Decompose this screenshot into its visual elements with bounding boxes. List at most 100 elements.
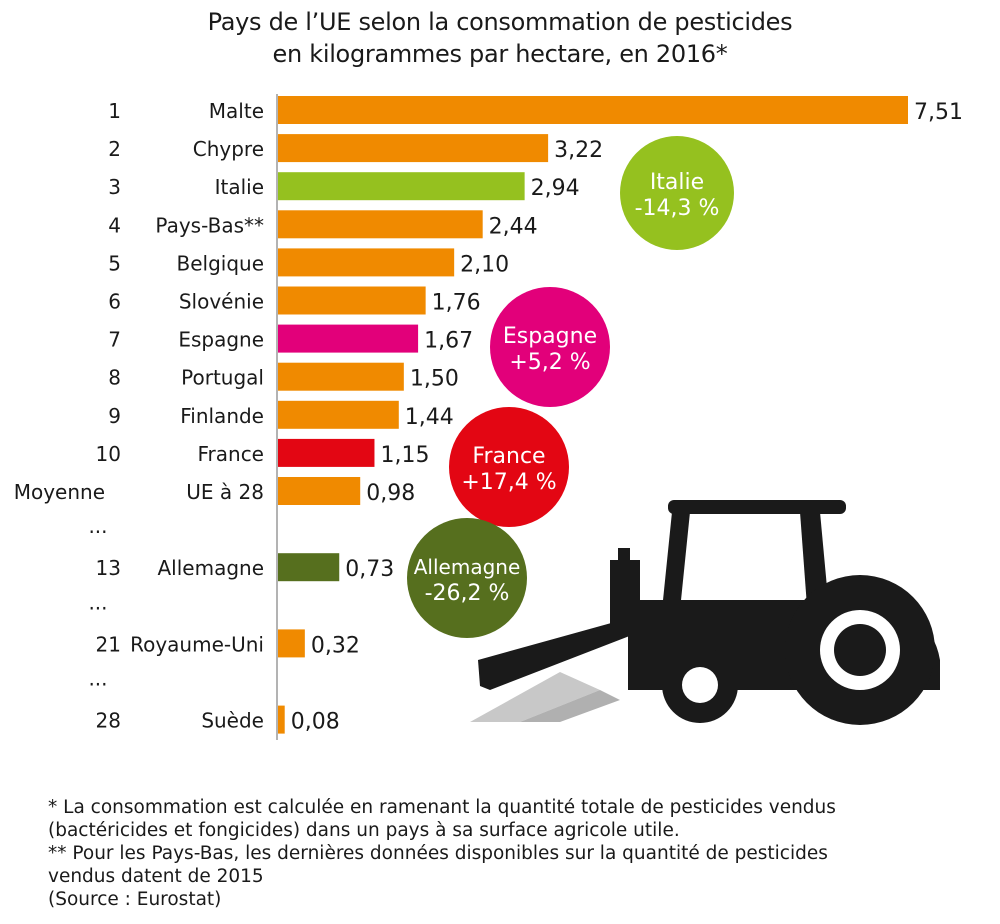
bar-row: 28 Suède 0,08 [96,705,340,735]
rank-label: Moyenne [14,480,105,504]
bar [278,248,455,277]
value-label: 3,22 [554,138,603,163]
bar-row: 1 Malte 7,51 [108,96,963,125]
value-label: 0,08 [291,710,340,735]
bar-row: 5 Belgique 2,10 [108,248,509,277]
rank-label: 4 [108,213,121,237]
value-label: 7,51 [914,100,963,125]
bar-row: 13 Allemagne 0,73 [96,553,394,582]
bar [278,286,426,315]
bar-row: 6 Slovénie 1,76 [108,286,481,316]
bubble-country: Espagne [503,324,597,349]
bar-row: Moyenne UE à 28 0,98 [14,477,415,506]
bar-row: 9 Finlande 1,44 [108,400,454,430]
bar [278,96,908,124]
bar [278,438,375,467]
country-label: Portugal [181,366,264,390]
footnote-4: vendus datent de 2015 [48,866,264,887]
bar-row: 8 Portugal 1,50 [108,362,459,392]
tractor-illustration [470,500,940,725]
bar-row: 3 Italie 2,94 [108,172,580,201]
value-label: 0,32 [311,633,360,658]
value-label: 0,73 [345,557,394,582]
bar [278,172,525,201]
rank-label: 9 [108,404,121,428]
bar-row: 7 Espagne 1,67 [108,324,473,354]
bubble-change: -14,3 % [635,196,720,221]
country-label: Slovénie [179,290,264,314]
footnote-3: ** Pour les Pays-Bas, les dernières donn… [48,843,828,864]
bubble-circle [620,136,734,250]
bar-chart: 1 Malte 7,51 2 Chypre 3,22 3 Italie 2,94 4 Pays-Ba… [14,94,963,740]
bar-row: 21 Royaume-Uni 0,32 [96,629,360,658]
value-label: 1,76 [432,291,481,316]
bar-row: 2 Chypre 3,22 [108,134,603,163]
country-label: Belgique [176,251,264,275]
country-label: Pays-Bas** [155,213,264,237]
rank-label: 6 [108,290,121,314]
country-label: UE à 28 [186,480,264,504]
country-label: Malte [209,99,264,123]
value-label: 1,44 [405,405,454,430]
value-label: 0,98 [366,481,415,506]
ellipsis-label: ... [88,590,107,614]
footnote-1: * La consommation est calculée en ramena… [48,797,836,818]
change-bubble: Espagne+5,2 % [490,287,610,407]
value-label: 1,67 [424,329,473,354]
footnote-2: (bactéricides et fongicides) dans un pay… [48,820,680,841]
footnotes: * La consommation est calculée en ramena… [48,796,998,911]
value-label: 2,10 [460,252,509,277]
country-label: Allemagne [157,556,264,580]
country-label: Espagne [178,328,264,352]
country-label: Finlande [180,404,264,428]
title-line-2: en kilogrammes par hectare, en 2016* [272,40,728,68]
change-bubble: Allemagne-26,2 % [407,518,527,638]
bar [278,705,285,734]
bubble-country: Italie [650,170,704,195]
rank-label: 8 [108,366,121,390]
change-bubble: France+17,4 % [449,407,569,527]
ellipsis-label: ... [88,514,107,538]
country-label: Chypre [193,137,264,161]
country-label: Italie [215,175,264,199]
bubble-circle [407,518,527,638]
country-label: Suède [201,709,264,733]
bubble-country: Allemagne [414,555,521,579]
country-label: Royaume-Uni [130,632,264,656]
rank-label: 2 [108,137,121,161]
bar [278,324,419,353]
bar [278,629,305,658]
change-bubble: Italie-14,3 % [620,136,734,250]
rank-label: 13 [96,556,121,580]
bar-row: ... [88,514,107,538]
bar [278,400,399,429]
bar [278,210,483,239]
bubble-change: -26,2 % [425,581,510,606]
bar [278,134,549,163]
chart-title: Pays de l’UE selon la consommation de pe… [0,6,1000,70]
ellipsis-label: ... [88,667,107,691]
bubble-country: France [472,444,545,469]
rank-label: 7 [108,328,121,352]
footnote-5: (Source : Eurostat) [48,889,222,910]
title-line-1: Pays de l’UE selon la consommation de pe… [207,8,793,36]
value-label: 1,50 [410,367,459,392]
rank-label: 28 [96,709,121,733]
rank-label: 21 [96,632,121,656]
country-label: France [197,442,264,466]
bar [278,553,340,582]
rank-label: 5 [108,251,121,275]
bar [278,362,404,391]
bubble-change: +17,4 % [461,470,556,495]
rank-label: 10 [96,442,121,466]
value-label: 1,15 [380,443,429,468]
bubble-circle [490,287,610,407]
rank-label: 1 [108,99,121,123]
bubble-change: +5,2 % [509,350,590,375]
bar-row: ... [88,667,107,691]
value-label: 2,44 [489,214,538,239]
bar [278,477,361,505]
bar-row: 10 France 1,15 [96,438,429,468]
bubble-circle [449,407,569,527]
